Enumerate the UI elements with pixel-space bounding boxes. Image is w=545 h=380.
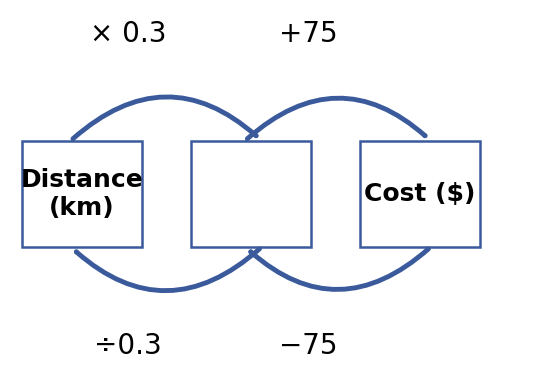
FancyArrowPatch shape [76, 249, 259, 291]
Text: ÷0.3: ÷0.3 [94, 332, 162, 360]
FancyBboxPatch shape [191, 141, 311, 247]
FancyArrowPatch shape [251, 249, 428, 290]
Text: Distance
(km): Distance (km) [20, 168, 143, 220]
Text: Cost ($): Cost ($) [364, 182, 475, 206]
FancyArrowPatch shape [73, 97, 256, 139]
Text: +75: +75 [278, 20, 337, 48]
Text: −75: −75 [278, 332, 337, 360]
Text: × 0.3: × 0.3 [90, 20, 166, 48]
FancyBboxPatch shape [22, 141, 142, 247]
FancyBboxPatch shape [360, 141, 480, 247]
FancyArrowPatch shape [247, 98, 425, 139]
